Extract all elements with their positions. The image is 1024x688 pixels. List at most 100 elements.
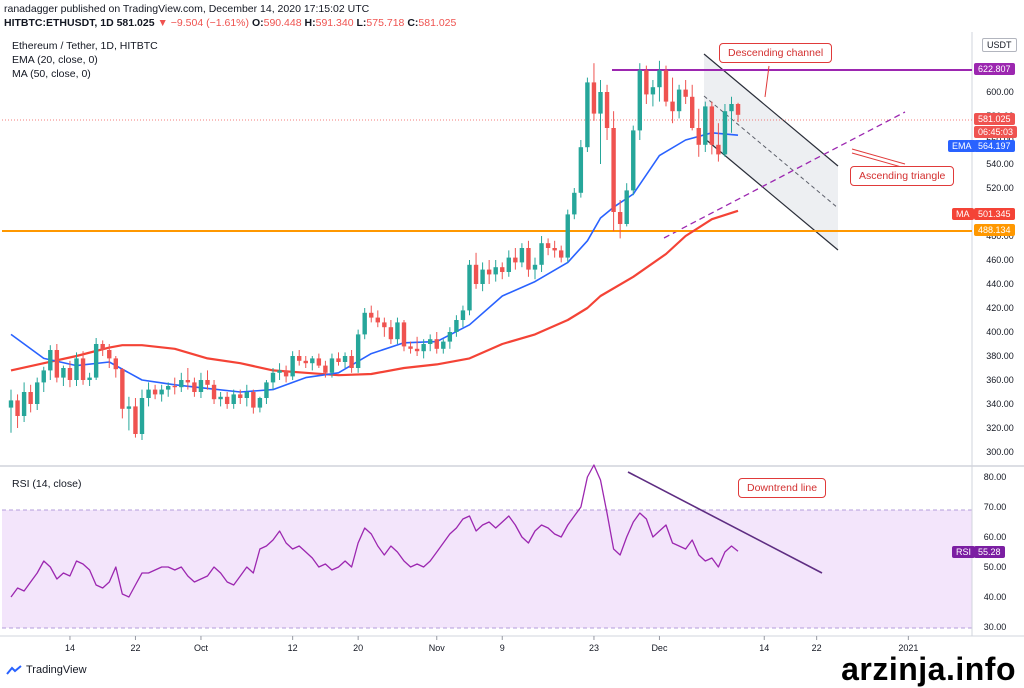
candle[interactable] [506,250,511,277]
candle[interactable] [93,338,99,380]
candle[interactable] [270,368,276,390]
candle[interactable] [283,365,289,383]
candle[interactable] [251,389,256,414]
currency-tag[interactable]: USDT [982,38,1017,52]
candle[interactable] [277,363,282,380]
candle[interactable] [631,125,636,196]
candle[interactable] [139,389,145,440]
candle[interactable] [532,257,538,280]
candle[interactable] [159,384,164,402]
candle[interactable] [28,384,33,413]
candle[interactable] [519,243,525,268]
candle[interactable] [460,305,466,328]
candle[interactable] [644,65,649,104]
candle[interactable] [709,101,715,155]
candle[interactable] [120,368,125,419]
candle[interactable] [493,260,498,282]
candle[interactable] [323,360,328,378]
candle[interactable] [735,102,741,122]
candle[interactable] [617,200,623,239]
candle[interactable] [107,344,112,368]
candle[interactable] [565,209,570,263]
candle[interactable] [650,80,656,107]
candle[interactable] [624,183,629,227]
candle[interactable] [690,84,695,131]
time-axis[interactable]: 14 22 Oct 12 20 Nov 9 23 Dec 14 22 2021 [65,636,918,653]
candle[interactable] [179,372,184,392]
candle[interactable] [428,334,433,352]
candle[interactable] [434,332,439,354]
candle[interactable] [447,327,453,349]
candle[interactable] [172,377,177,395]
candle[interactable] [526,240,531,277]
candle[interactable] [146,382,151,407]
candle[interactable] [486,260,492,284]
candle[interactable] [349,350,354,373]
candle[interactable] [716,123,721,162]
candle[interactable] [15,394,20,428]
callout-descending-channel[interactable]: Descending channel [719,43,833,63]
candles[interactable] [8,60,741,440]
rsi-axis[interactable]: 30.00 40.00 50.00 60.00 70.00 80.00 [984,472,1007,632]
candle[interactable] [257,396,263,413]
candle[interactable] [545,238,551,256]
candle[interactable] [683,80,688,104]
candle[interactable] [329,353,335,378]
candle[interactable] [87,372,92,386]
candle[interactable] [572,188,577,220]
candle[interactable] [264,380,269,404]
candle[interactable] [703,101,708,152]
candle[interactable] [238,389,243,404]
candle[interactable] [48,345,53,380]
candle[interactable] [100,340,105,356]
candle[interactable] [500,262,505,280]
candle[interactable] [676,84,682,119]
candle[interactable] [218,392,223,407]
candle[interactable] [198,372,204,398]
candle[interactable] [362,308,367,340]
candle[interactable] [316,353,322,368]
candle[interactable] [382,317,387,337]
candle[interactable] [192,377,197,397]
candle[interactable] [598,80,603,164]
candle[interactable] [54,344,60,383]
candle[interactable] [41,366,46,392]
candle[interactable] [611,111,616,232]
candle[interactable] [185,368,191,390]
candle[interactable] [663,65,669,107]
candle[interactable] [559,245,564,263]
candle[interactable] [21,382,27,422]
candle[interactable] [585,77,590,152]
candle[interactable] [670,77,675,124]
candle[interactable] [303,356,308,368]
candle[interactable] [388,320,394,344]
candle[interactable] [244,384,249,407]
candle[interactable] [395,317,400,344]
candle[interactable] [355,329,361,373]
candle[interactable] [696,108,701,157]
callout-ascending-triangle[interactable]: Ascending triangle [850,166,955,186]
legend-ma[interactable]: MA (50, close, 0) [12,68,91,80]
candle[interactable] [126,396,132,431]
candle[interactable] [454,315,459,337]
candle[interactable] [657,60,662,102]
legend-title[interactable]: Ethereum / Tether, 1D, HITBTC [12,40,158,52]
candle[interactable] [80,351,86,385]
candle[interactable] [369,305,374,323]
candle[interactable] [722,104,728,157]
candle[interactable] [729,96,734,133]
candle[interactable] [401,320,407,352]
candle[interactable] [8,389,14,433]
candle[interactable] [480,262,485,292]
candle[interactable] [67,360,73,388]
callout-downtrend-line[interactable]: Downtrend line [738,478,827,498]
candle[interactable] [224,392,230,409]
candle[interactable] [113,356,118,378]
candle[interactable] [74,352,79,386]
candle[interactable] [133,398,138,438]
candle[interactable] [166,382,171,397]
candle[interactable] [604,84,610,140]
candle[interactable] [297,350,302,366]
candle[interactable] [421,339,426,359]
tradingview-logo[interactable]: TradingView [6,664,87,676]
